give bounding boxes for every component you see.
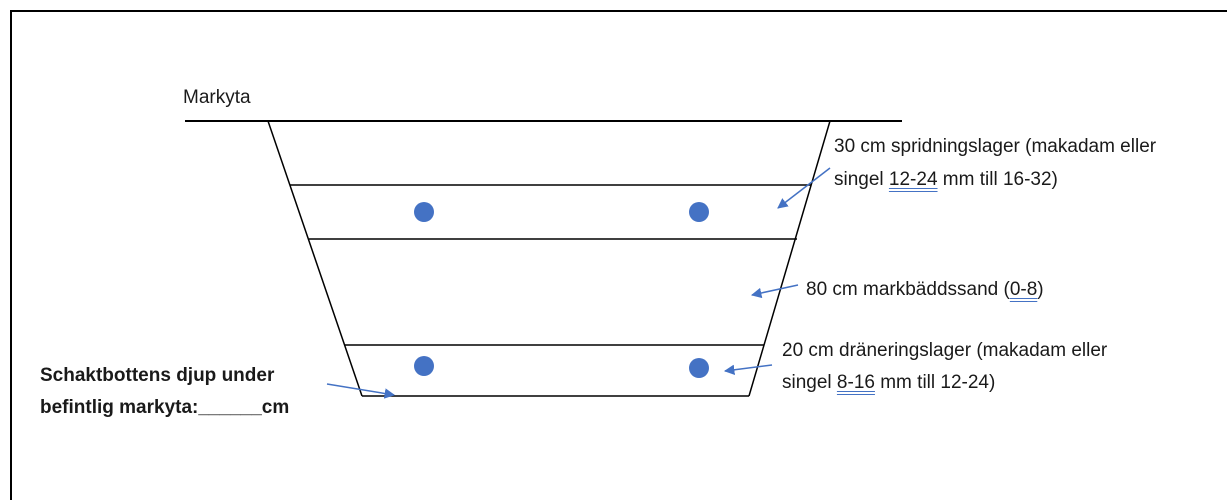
drainage-pipe-marker bbox=[689, 358, 709, 378]
arrow-drainage-layer bbox=[723, 364, 773, 376]
distribution-pipe-marker bbox=[414, 202, 434, 222]
trench-left-wall bbox=[267, 120, 363, 397]
diagram-frame bbox=[10, 10, 1227, 500]
ground-surface-label: Markyta bbox=[183, 87, 251, 108]
trench-depth-label-line1: Schaktbottens djup under bbox=[40, 365, 275, 386]
drainage-pipe-marker bbox=[414, 356, 434, 376]
trench-right-wall bbox=[748, 120, 831, 397]
spreading-layer-label-line2: singel 12-24 mm till 16-32) bbox=[834, 169, 1058, 190]
drainage-layer-label-line2: singel 8-16 mm till 12-24) bbox=[782, 372, 996, 393]
arrow-trench-bottom bbox=[326, 383, 396, 399]
distribution-pipe-marker bbox=[689, 202, 709, 222]
trench-depth-label-line2: befintlig markyta:______cm bbox=[40, 397, 290, 418]
sand-layer-label: 80 cm markbäddssand (0-8) bbox=[806, 279, 1044, 300]
arrow-spreading-layer bbox=[777, 167, 831, 209]
spreading-layer-label-line1: 30 cm spridningslager (makadam eller bbox=[834, 136, 1157, 157]
arrow-sand-layer bbox=[750, 284, 799, 299]
drainage-layer-label-line1: 20 cm dräneringslager (makadam eller bbox=[782, 340, 1108, 361]
